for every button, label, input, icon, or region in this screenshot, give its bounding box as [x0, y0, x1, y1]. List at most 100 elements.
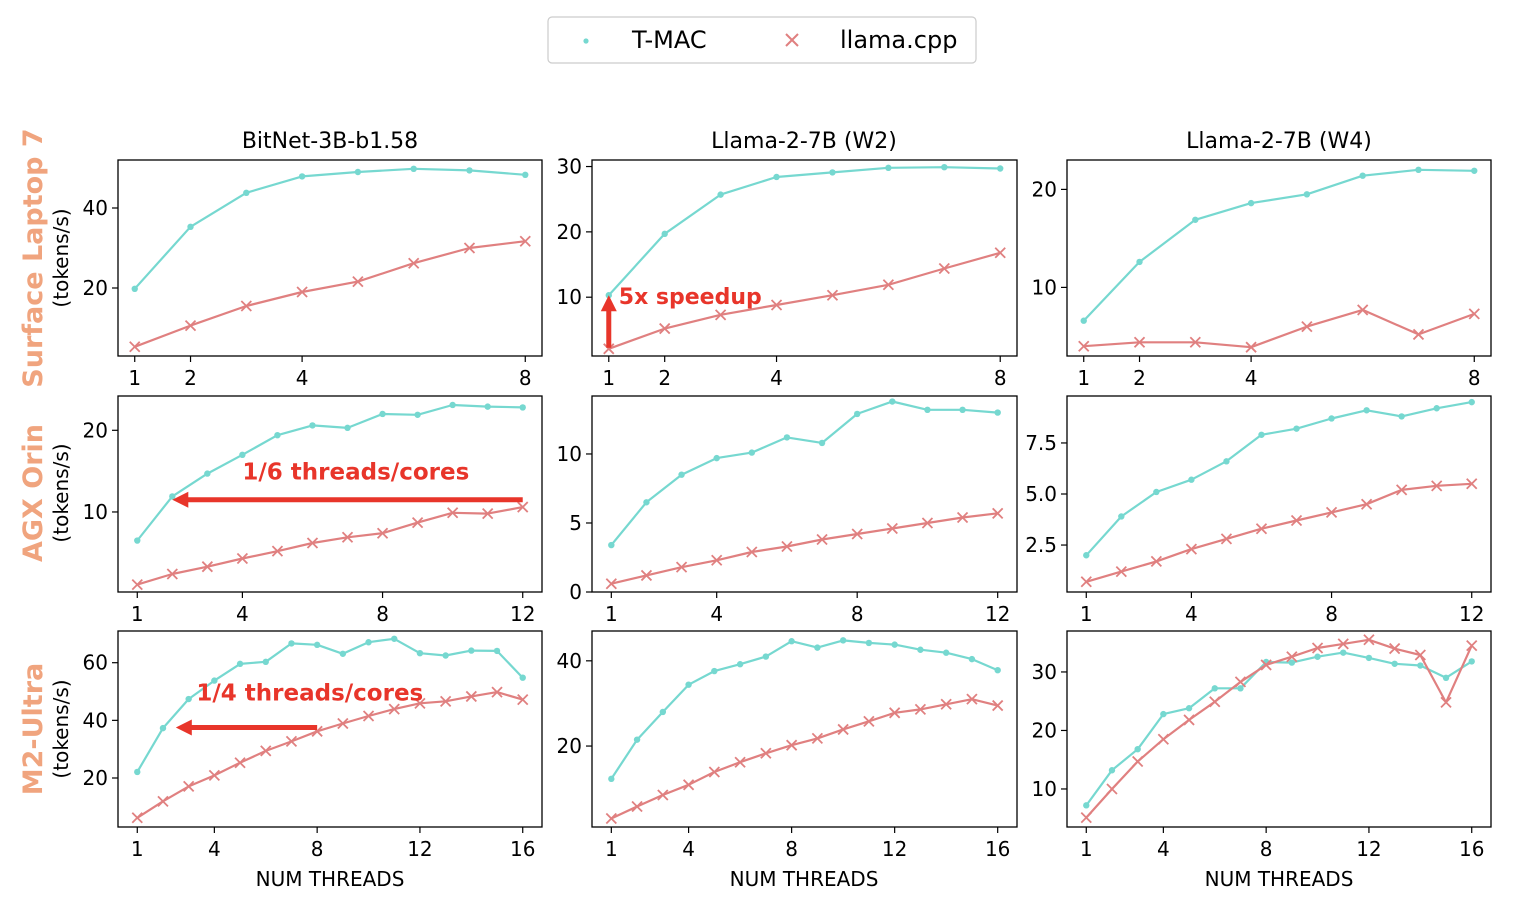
panel-r3-c1-tmac-point-4 — [211, 677, 218, 684]
panel-r1-c3-tmac-line — [1082, 168, 1475, 322]
row-label-m2-ultra: M2-Ultra — [18, 663, 49, 795]
panel-r1-c1-tmac-point-2 — [187, 223, 194, 230]
panel-r2-c1-llama-point-8 — [376, 527, 389, 539]
panel-r3-c3-tmac-point-13 — [1391, 660, 1398, 667]
panel-r2-c1-tmac-point-2 — [169, 493, 176, 500]
panel-r2-c3-xtick-label-8: 8 — [1325, 602, 1338, 626]
panel-r1-c3-llama-point-8 — [1468, 308, 1480, 320]
panel-r3-c2-tmac-point-12 — [891, 641, 898, 648]
panel-r3-c1-tmac-line — [136, 637, 524, 773]
panel-r2-c2-tmac-point-7 — [818, 439, 826, 447]
panel-r2-c1-llama-point-10 — [447, 507, 459, 519]
panel-r1-c3-ytick-label-0: 10 — [1032, 275, 1057, 299]
panel-r3-c2-llama-point-12 — [889, 707, 901, 719]
panel-r1-c2-tmac-point-3 — [717, 191, 724, 198]
panel-r3-c3-tmac-point-10 — [1314, 653, 1321, 660]
panel-r3-c1-tmac-point-7 — [288, 640, 295, 647]
panel-r2-c2-tmac-point-4 — [713, 454, 720, 462]
panel-r3-c2-llama-line — [610, 698, 998, 820]
panel-r3-c3-llama-point-8 — [1260, 659, 1272, 671]
panel-r2-c2-ytick-label-2: 10 — [557, 442, 582, 466]
panel-r2-c3-tmac-point-9 — [1363, 407, 1370, 414]
panel-r2-c3-frame — [1066, 395, 1492, 593]
panel-r3-c2-xtick-label-4: 4 — [682, 837, 695, 861]
panel-r1-c3-frame — [1066, 159, 1492, 357]
panel-r3-c2-tmac-point-1 — [608, 775, 615, 783]
panel-r3-c1-llama-point-4 — [208, 769, 221, 782]
panel-r3-c3-ytick-label-1: 20 — [1032, 718, 1057, 742]
panel-r1-c1-xtick-label-8: 8 — [519, 366, 532, 390]
panel-r1-c2-tmac-point-4 — [773, 173, 780, 181]
panel-r3-c1-tmac-point-14 — [468, 647, 475, 654]
panel-r3-c1-xtick-label-8: 8 — [311, 837, 324, 861]
panel-r1-c3-ytick-label-1: 20 — [1032, 177, 1057, 201]
panel-r1-c3-llama-point-3 — [1189, 336, 1201, 348]
panel-r3-c2-llama-point-13 — [914, 703, 927, 716]
panel-r3-c3-tmac-point-2 — [1108, 767, 1116, 774]
panel-r3-c2-llama-point-11 — [863, 715, 875, 727]
panel-r3-c1-frame — [117, 630, 543, 828]
panel-r2-c2-tmac-point-2 — [643, 499, 650, 506]
column-title-llama-w2: Llama-2-7B (W2) — [711, 129, 897, 154]
panel-r3-c2-llama-point-2 — [631, 800, 643, 813]
panel-r3-c3-llama-point-10 — [1311, 642, 1324, 654]
panel-r3-c1-xtick-label-1: 1 — [131, 837, 144, 861]
panel-r1-c2: 1 2 4 8 10 20 30 5x speedup — [557, 155, 1018, 390]
panel-r3-c1-tmac-point-1 — [134, 768, 141, 776]
panel-r3-c1-tmac-point-10 — [365, 639, 372, 646]
panel-r1-c3: 1 2 4 8 10 20 — [1032, 159, 1492, 390]
panel-r2-c1-annotation-0-label: 1/6 threads/cores — [242, 460, 469, 486]
panel-r3-c3-tmac-point-6 — [1211, 685, 1218, 692]
panel-r3-c2: 1 4 8 12 16 20 40 — [557, 630, 1018, 861]
panel-r1-c3-llama-point-1 — [1078, 340, 1090, 352]
panel-r2-c2-llama-point-10 — [921, 517, 934, 529]
panel-r2-c3-tmac-line — [1085, 401, 1472, 557]
panel-r1-c2-tmac-line — [607, 166, 1001, 296]
panel-r3-c3-llama-point-2 — [1106, 783, 1118, 795]
panel-r2-c2-tmac-point-11 — [959, 406, 966, 414]
panel-r3-c3: 1 4 8 12 16 10 20 30 — [1032, 630, 1492, 861]
panel-r2-c3: 1 4 8 12 2.5 5.0 7.5 — [1025, 395, 1492, 626]
panel-r3-c2-tmac-point-7 — [762, 653, 770, 660]
legend-tmac-marker — [583, 38, 589, 44]
panel-r1-c3-tmac-point-3 — [1192, 216, 1199, 223]
panel-r3-c2-llama-point-7 — [760, 747, 772, 759]
panel-r1-c1-frame — [117, 159, 543, 357]
panel-r2-c2-llama-point-5 — [746, 546, 758, 558]
panel-r1-c3-tmac-point-2 — [1136, 258, 1143, 266]
panel-r1-c2-tmac-point-2 — [661, 230, 668, 238]
panel-r3-c3-llama-point-9 — [1286, 651, 1298, 663]
panel-r3-c3-tmac-point-16 — [1468, 658, 1475, 665]
legend-frame — [547, 16, 977, 64]
panel-r3-c2-xtick-label-8: 8 — [785, 837, 798, 861]
panel-r3-c2-xtick-label-16: 16 — [985, 837, 1010, 861]
panel-r3-c3-tmac-point-9 — [1288, 659, 1296, 666]
panel-r1-c2-llama-point-2 — [659, 322, 671, 335]
panel-r3-c3-xtick-label-8: 8 — [1260, 837, 1273, 861]
panel-r1-c3-tmac-point-5 — [1303, 191, 1311, 198]
panel-r2-c2-llama-point-7 — [816, 533, 828, 546]
panel-r2-c3-llama-point-4 — [1185, 543, 1198, 555]
panel-r1-c3-xtick-label-2: 2 — [1133, 366, 1146, 390]
panel-r2-c1-tmac-point-3 — [204, 470, 211, 477]
panel-r3-c3-xtick-label-1: 1 — [1080, 837, 1093, 861]
panel-r3-c2-llama-point-3 — [657, 789, 669, 801]
panel-r1-c1-llama-point-6 — [408, 257, 420, 269]
panel-r3-c1-llama-point-14 — [465, 690, 477, 703]
panel-r1-c2-llama-point-8 — [994, 247, 1006, 259]
panel-r2-c3-ytick-label-0: 2.5 — [1025, 533, 1057, 557]
panel-r1-c2-llama-point-5 — [826, 289, 839, 301]
panel-r3-c3-tmac-point-3 — [1134, 745, 1141, 753]
x-axis-label-col2: NUM THREADS — [730, 867, 879, 891]
panel-r2-c1-tmac-point-8 — [379, 410, 386, 418]
panel-r2-c3-llama-line — [1085, 482, 1472, 583]
panel-r2-c2-frame — [591, 395, 1018, 593]
panel-r3-c2-tmac-line — [610, 639, 999, 780]
panel-r3-c2-llama-point-9 — [811, 732, 824, 745]
panel-r3-c2-tmac-point-2 — [633, 736, 641, 743]
panel-r3-c1-xtick-label-4: 4 — [208, 837, 221, 861]
panel-r3-c1-ytick-label-0: 20 — [83, 766, 108, 790]
panel-r1-c1-tmac-point-3 — [243, 189, 250, 196]
